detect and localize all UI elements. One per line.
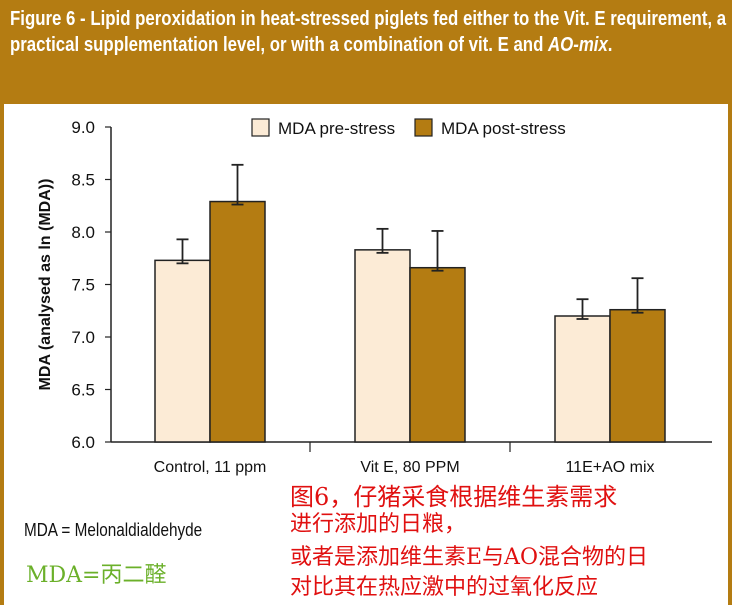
- footnote: MDA = Melonaldialdehyde: [24, 520, 203, 540]
- y-tick-label: 8.0: [71, 223, 95, 242]
- y-tick-label: 7.0: [71, 328, 95, 347]
- annotation-line-2: 进行添加的日粮，: [290, 512, 467, 537]
- legend-swatch: [414, 118, 433, 137]
- footnote-chinese: MDA=丙二醛: [26, 563, 167, 588]
- figure-header: Figure 6 - Lipid peroxidation in heat-st…: [0, 0, 732, 104]
- y-tick-label: 9.0: [71, 118, 95, 137]
- x-tick-label: 11E+AO mix: [565, 459, 654, 476]
- annotation-line-4: 对比其在热应激中的过氧化反应: [290, 575, 599, 600]
- title-main: Figure 6 - Lipid peroxidation in heat-st…: [10, 7, 727, 56]
- title-end: .: [607, 33, 613, 56]
- legend-label: MDA post-stress: [441, 119, 566, 138]
- legend-label: MDA pre-stress: [278, 119, 395, 138]
- bar: [409, 266, 466, 443]
- figure-title: Figure 6 - Lipid peroxidation in heat-st…: [10, 6, 732, 58]
- y-tick-label: 8.5: [71, 171, 95, 190]
- legend-swatch: [251, 118, 270, 137]
- bar: [209, 200, 266, 443]
- title-italic: AO-mix: [548, 33, 608, 56]
- annotation-line-1: 图6，仔猪采食根据维生素需求: [290, 483, 618, 511]
- bar: [154, 259, 211, 443]
- y-tick-label: 6.5: [71, 381, 95, 400]
- x-tick-label: Control, 11 ppm: [154, 459, 267, 476]
- y-tick-label: 6.0: [71, 433, 95, 452]
- y-tick-label: 7.5: [71, 276, 95, 295]
- bar: [354, 249, 411, 443]
- bar: [554, 315, 611, 443]
- annotation-line-3: 或者是添加维生素E与AO混合物的日: [290, 545, 648, 570]
- y-axis-label: MDA (analysed as ln (MDA)): [37, 179, 54, 391]
- bar: [609, 308, 666, 443]
- x-tick-label: Vit E, 80 PPM: [360, 459, 459, 476]
